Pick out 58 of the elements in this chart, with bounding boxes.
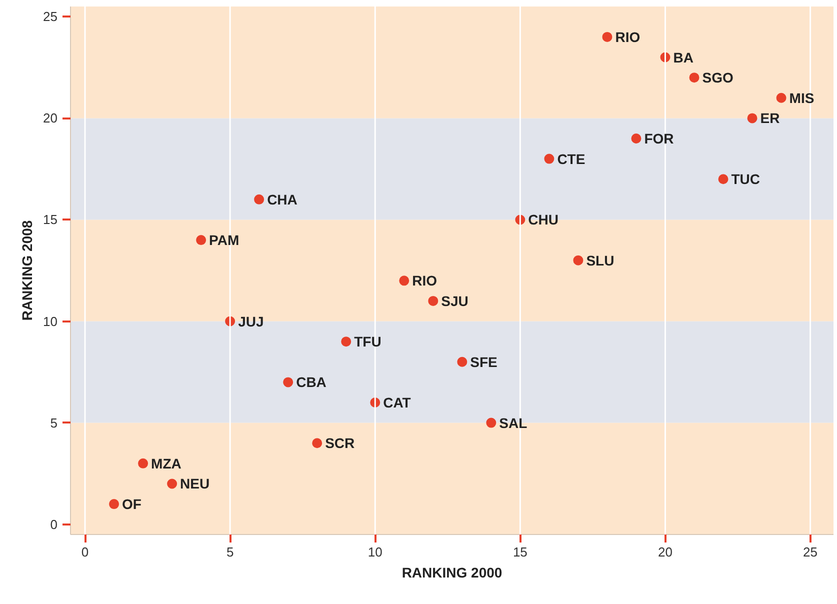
point [486, 418, 496, 428]
annotation: BA [673, 49, 694, 66]
point [457, 356, 468, 367]
annotation: SCR [325, 435, 355, 452]
point [109, 499, 120, 510]
point [254, 194, 264, 204]
point [341, 336, 352, 347]
annotation: PAM [209, 232, 240, 248]
y-axis-title: RANKING 2008 [19, 220, 36, 321]
point [602, 32, 612, 42]
annotation: SLU [586, 252, 614, 268]
annotation: FOR [644, 130, 674, 146]
y-tick-label: 10 [43, 314, 58, 329]
annotation: OF [122, 496, 142, 512]
annotation: NEU [180, 476, 210, 492]
annotation: RIO [412, 272, 438, 289]
point [573, 255, 584, 266]
point [544, 154, 554, 164]
point [283, 377, 294, 388]
y-tick-label: 5 [50, 415, 58, 430]
annotation: CHA [267, 191, 298, 208]
point [167, 478, 178, 489]
point [747, 113, 758, 124]
annotation: TUC [731, 171, 760, 188]
y-tick-label: 15 [43, 212, 58, 228]
annotation: TFU [354, 334, 382, 350]
x-axis-title: RANKING 2000 [402, 564, 502, 580]
point [689, 72, 700, 83]
x-tick-label: 10 [368, 544, 382, 560]
point [428, 296, 438, 306]
annotation: JUJ [238, 313, 264, 330]
y-tick-label: 20 [43, 110, 58, 126]
point [399, 276, 410, 286]
x-tick-label: 5 [226, 544, 234, 560]
point [776, 92, 786, 103]
point [718, 174, 728, 184]
point [196, 235, 206, 246]
point [631, 134, 642, 144]
annotation: CHU [528, 212, 559, 228]
x-tick-label: 15 [512, 544, 528, 560]
annotation: CTE [557, 150, 586, 167]
x-tick-label: 0 [81, 544, 89, 560]
annotation: SFE [470, 354, 498, 370]
annotation: SAL [499, 414, 528, 431]
y-tick-label: 25 [43, 9, 58, 24]
annotation: CBA [296, 374, 326, 390]
point [138, 458, 148, 468]
annotation: ER [760, 110, 780, 126]
y-tick-label: 0 [50, 516, 58, 532]
annotation: MIS [789, 90, 814, 106]
annotation: SGO [702, 70, 734, 86]
x-tick-label: 25 [803, 544, 818, 560]
annotation: SJU [441, 292, 468, 309]
x-tick-label: 20 [658, 544, 672, 560]
annotation: MZA [151, 455, 182, 472]
annotation: CAT [383, 394, 412, 410]
point [312, 438, 322, 448]
annotation: RIO [615, 28, 640, 45]
